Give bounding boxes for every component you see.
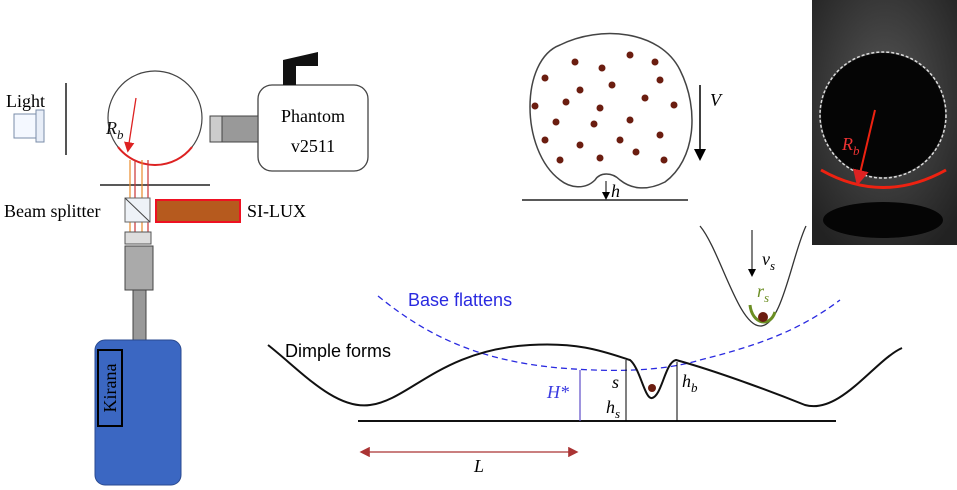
profile: Base flattens Dimple forms H* s hs hb L: [267, 290, 903, 476]
lens: [124, 245, 154, 291]
particle-well: vs rs: [699, 225, 807, 327]
sink-label: s: [612, 372, 619, 392]
beam-splitter-label: Beam splitter: [4, 201, 100, 221]
kirana-label: Kirana: [100, 364, 120, 413]
particle-bubble: h V: [522, 32, 723, 201]
photo: Rb: [812, 0, 957, 245]
height-label: H*: [546, 382, 569, 402]
laser: [155, 199, 241, 223]
particle-velocity-label: vs: [762, 249, 775, 273]
camera-label-2: v2511: [291, 136, 335, 156]
lens-ring: [124, 231, 152, 245]
light-source: [13, 113, 37, 139]
kirana-camera: [94, 339, 182, 486]
radius-label: Rb: [105, 118, 124, 142]
radius-arrow: [124, 97, 137, 153]
dimple-forms-label: Dimple forms: [285, 341, 391, 361]
camera-top: [283, 52, 318, 85]
bubble-height-label: hb: [682, 371, 698, 395]
splitter-diagonal: [124, 197, 151, 223]
camera-label-1: Phantom: [281, 106, 345, 126]
gap-label: h: [611, 181, 620, 201]
photo-radius-label: Rb: [841, 134, 860, 158]
particle-radius-label: rs: [757, 281, 769, 305]
laser-label: SI-LUX: [247, 201, 306, 221]
camera-lens-cap: [209, 115, 223, 143]
particle-height-label: hs: [606, 397, 620, 421]
velocity-label: V: [710, 90, 723, 110]
length-label: L: [473, 456, 484, 476]
light-lens: [35, 109, 45, 143]
light-label: Light: [6, 91, 45, 111]
kirana-label-box: [97, 349, 123, 427]
phantom-camera: [257, 84, 369, 172]
setup: Light Rb Beam splitter SI-LUX Kirana Pha…: [4, 52, 369, 486]
base-flattens-label: Base flattens: [408, 290, 512, 310]
lens-tube: [132, 289, 147, 341]
bubble-base: [117, 146, 193, 166]
